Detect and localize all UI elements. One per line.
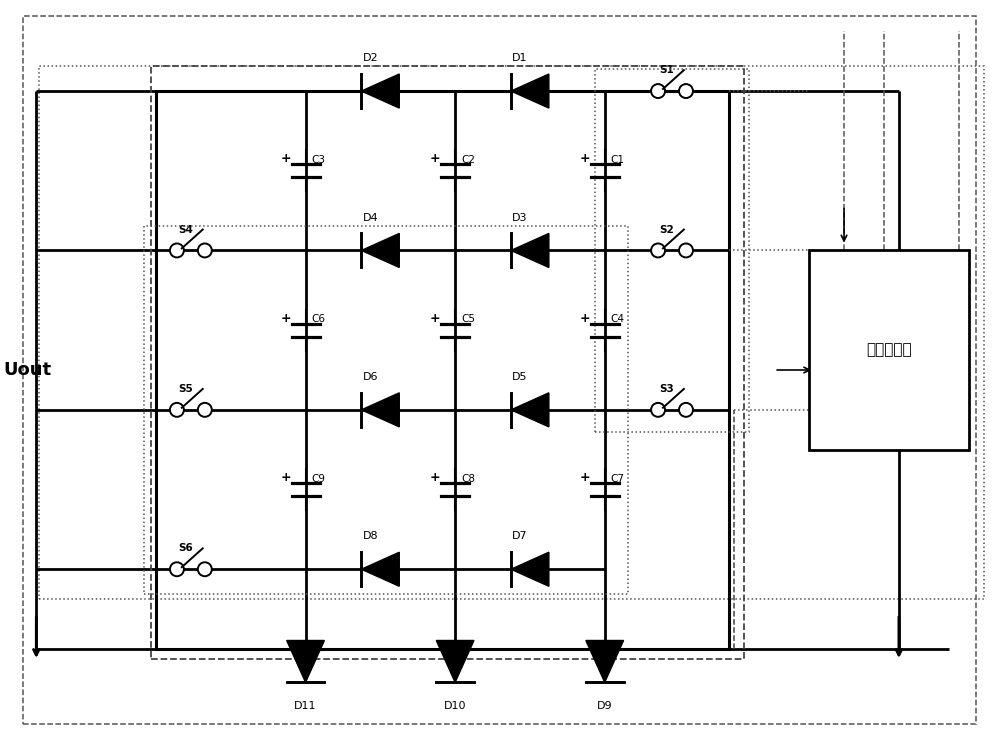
Text: D9: D9 bbox=[597, 701, 613, 710]
Bar bbox=[151, 66, 744, 659]
Circle shape bbox=[651, 84, 665, 98]
Polygon shape bbox=[361, 552, 399, 586]
Text: D7: D7 bbox=[512, 531, 528, 542]
Text: S5: S5 bbox=[178, 384, 193, 394]
Polygon shape bbox=[361, 233, 399, 267]
Text: C1: C1 bbox=[611, 155, 625, 165]
Text: +: + bbox=[579, 471, 590, 484]
Bar bbox=[144, 226, 628, 594]
Text: D4: D4 bbox=[363, 212, 378, 223]
Text: +: + bbox=[280, 312, 291, 325]
Bar bbox=[156, 91, 729, 649]
Text: C6: C6 bbox=[312, 314, 326, 324]
Circle shape bbox=[198, 403, 212, 417]
Polygon shape bbox=[361, 393, 399, 427]
Text: 1Uin: 1Uin bbox=[907, 381, 949, 399]
Bar bbox=[595, 69, 749, 431]
Text: C2: C2 bbox=[461, 155, 475, 165]
Text: +: + bbox=[430, 312, 440, 325]
Text: S4: S4 bbox=[178, 224, 193, 235]
Text: D6: D6 bbox=[363, 372, 378, 382]
Text: +: + bbox=[280, 471, 291, 484]
Polygon shape bbox=[436, 641, 474, 682]
Text: D2: D2 bbox=[363, 53, 378, 63]
Polygon shape bbox=[287, 641, 324, 682]
Text: +: + bbox=[579, 152, 590, 165]
Text: D5: D5 bbox=[512, 372, 528, 382]
Text: +: + bbox=[430, 152, 440, 165]
Text: S1: S1 bbox=[660, 65, 674, 75]
Bar bbox=[809, 250, 969, 450]
Polygon shape bbox=[511, 393, 549, 427]
Text: S3: S3 bbox=[660, 384, 674, 394]
Circle shape bbox=[651, 403, 665, 417]
Circle shape bbox=[170, 403, 184, 417]
Bar bbox=[39, 66, 984, 599]
Polygon shape bbox=[586, 641, 624, 682]
Text: C4: C4 bbox=[611, 314, 625, 324]
Polygon shape bbox=[511, 74, 549, 108]
Circle shape bbox=[679, 84, 693, 98]
Circle shape bbox=[198, 243, 212, 258]
Text: Uout: Uout bbox=[3, 361, 52, 379]
Text: +: + bbox=[430, 471, 440, 484]
Text: D3: D3 bbox=[512, 212, 528, 223]
Text: C8: C8 bbox=[461, 474, 475, 484]
Text: D11: D11 bbox=[294, 701, 317, 710]
Circle shape bbox=[651, 243, 665, 258]
Text: C9: C9 bbox=[312, 474, 326, 484]
Text: C5: C5 bbox=[461, 314, 475, 324]
Text: D8: D8 bbox=[363, 531, 378, 542]
Text: 单片机系统: 单片机系统 bbox=[866, 343, 912, 357]
Text: C3: C3 bbox=[312, 155, 326, 165]
Text: D1: D1 bbox=[512, 53, 528, 63]
Text: +: + bbox=[280, 152, 291, 165]
Circle shape bbox=[679, 243, 693, 258]
Circle shape bbox=[170, 562, 184, 576]
Circle shape bbox=[679, 403, 693, 417]
Text: C7: C7 bbox=[611, 474, 625, 484]
Text: S6: S6 bbox=[178, 543, 193, 554]
Polygon shape bbox=[511, 233, 549, 267]
Circle shape bbox=[198, 562, 212, 576]
Circle shape bbox=[170, 243, 184, 258]
Polygon shape bbox=[511, 552, 549, 586]
Polygon shape bbox=[361, 74, 399, 108]
Text: D10: D10 bbox=[444, 701, 466, 710]
Text: +: + bbox=[579, 312, 590, 325]
Text: S2: S2 bbox=[660, 224, 674, 235]
